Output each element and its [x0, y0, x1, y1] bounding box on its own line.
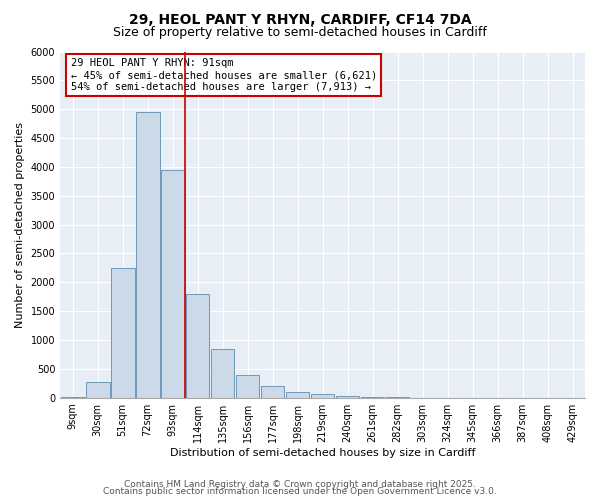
Text: Size of property relative to semi-detached houses in Cardiff: Size of property relative to semi-detach… — [113, 26, 487, 39]
Bar — [136, 112, 160, 398]
Bar — [261, 386, 284, 398]
Bar — [111, 268, 134, 398]
Bar — [186, 294, 209, 398]
Bar — [311, 394, 334, 398]
Text: 29, HEOL PANT Y RHYN, CARDIFF, CF14 7DA: 29, HEOL PANT Y RHYN, CARDIFF, CF14 7DA — [128, 12, 472, 26]
Bar — [336, 396, 359, 398]
Bar — [286, 392, 310, 398]
Bar — [361, 397, 385, 398]
Y-axis label: Number of semi-detached properties: Number of semi-detached properties — [15, 122, 25, 328]
Bar — [236, 375, 259, 398]
X-axis label: Distribution of semi-detached houses by size in Cardiff: Distribution of semi-detached houses by … — [170, 448, 475, 458]
Text: 29 HEOL PANT Y RHYN: 91sqm
← 45% of semi-detached houses are smaller (6,621)
54%: 29 HEOL PANT Y RHYN: 91sqm ← 45% of semi… — [71, 58, 377, 92]
Bar — [86, 382, 110, 398]
Bar — [211, 348, 235, 398]
Text: Contains HM Land Registry data © Crown copyright and database right 2025.: Contains HM Land Registry data © Crown c… — [124, 480, 476, 489]
Bar — [161, 170, 185, 398]
Text: Contains public sector information licensed under the Open Government Licence v3: Contains public sector information licen… — [103, 487, 497, 496]
